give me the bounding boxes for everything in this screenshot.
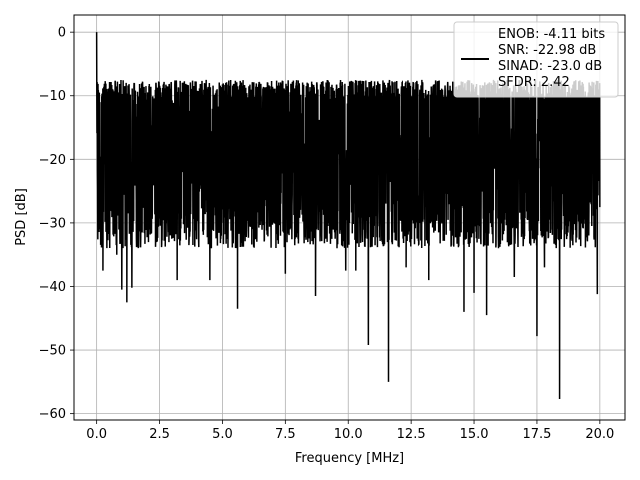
legend-entry-snr: SNR: -22.98 dB [498, 43, 596, 58]
ticks: 0.0 2.5 5.0 7.5 10.0 12.5 15.0 17.5 20.0 0 −10 −20 −… [39, 26, 615, 442]
legend-entry-sinad: SINAD: -23.0 dB [498, 59, 602, 74]
axes-frame [73, 14, 626, 421]
x-axis-label: Frequency [MHz] [295, 451, 404, 466]
legend-box [453, 21, 619, 98]
y-tick-label: −30 [39, 216, 66, 231]
psd-trace-line [95, 32, 601, 400]
x-tick-label: 0.0 [86, 427, 107, 442]
x-tick-label: 5.0 [212, 427, 233, 442]
y-tick-label: −40 [39, 280, 66, 295]
x-tick-label: 12.5 [397, 427, 426, 442]
x-tick-label: 20.0 [585, 427, 614, 442]
y-tick-label: −10 [39, 89, 66, 104]
y-tick-label: −50 [39, 344, 66, 359]
x-tick-label: 2.5 [149, 427, 170, 442]
x-tick-label: 10.0 [334, 427, 363, 442]
y-tick-label: 0 [58, 26, 66, 41]
x-tick-label: 17.5 [522, 427, 551, 442]
y-tick-label: −20 [39, 153, 66, 168]
y-axis-label: PSD [dB] [14, 188, 29, 246]
y-tick-label: −60 [39, 407, 66, 422]
data-layer [95, 32, 601, 400]
legend: ENOB: -4.11 bits SNR: -22.98 dB SINAD: -… [453, 21, 619, 98]
x-tick-label: 7.5 [275, 427, 296, 442]
legend-entry-enob: ENOB: -4.11 bits [498, 27, 605, 42]
x-tick-label: 15.0 [460, 427, 489, 442]
legend-entry-sfdr: SFDR: 2.42 [498, 75, 570, 90]
